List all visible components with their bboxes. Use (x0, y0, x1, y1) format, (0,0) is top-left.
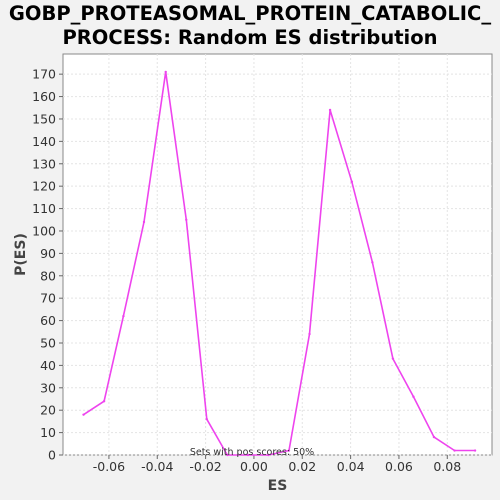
y-tick-label: 20 (40, 403, 56, 418)
y-tick: 100 (32, 223, 63, 238)
data-point (432, 435, 436, 439)
x-axis-label: ES (268, 478, 288, 494)
y-tick: 50 (40, 335, 63, 350)
x-tick: 0.06 (385, 455, 413, 474)
y-tick-label: 50 (40, 335, 56, 350)
data-point (350, 180, 354, 183)
x-tick-label: 0.08 (433, 459, 461, 474)
x-tick: 0.02 (288, 455, 316, 474)
data-point (205, 417, 209, 421)
data-point (226, 453, 229, 457)
data-point (82, 413, 85, 416)
x-tick-label: -0.04 (141, 459, 173, 474)
y-tick-label: 90 (40, 246, 56, 261)
data-point (122, 314, 125, 318)
y-tick-label: 140 (32, 134, 56, 149)
y-tick-label: 70 (40, 291, 56, 306)
y-tick: 90 (40, 246, 63, 261)
y-tick: 150 (32, 111, 63, 126)
y-tick-label: 170 (32, 67, 56, 82)
y-tick-label: 100 (32, 223, 56, 238)
data-point (287, 449, 291, 452)
data-point (371, 261, 374, 264)
y-tick: 160 (32, 89, 63, 104)
x-tick: -0.02 (189, 455, 222, 474)
data-point (473, 449, 477, 452)
plot-area (62, 53, 493, 456)
y-tick: 120 (32, 179, 63, 194)
y-tick: 80 (40, 268, 63, 283)
x-tick: 0.08 (433, 455, 461, 474)
series-line (83, 71, 476, 456)
chart-title-line-1: GOBP_PROTEASOMAL_PROTEIN_CATABOLIC_ (8, 2, 492, 25)
data-point (246, 453, 250, 457)
y-tick-label: 0 (48, 448, 56, 463)
data-point (453, 449, 456, 452)
y-tick: 20 (40, 403, 63, 418)
x-tick: -0.04 (141, 455, 173, 474)
data-point (185, 218, 188, 221)
y-tick: 60 (40, 313, 63, 328)
data-point (308, 332, 311, 336)
y-tick-label: 130 (32, 156, 56, 171)
y-tick: 0 (48, 448, 63, 463)
y-tick: 30 (40, 380, 63, 395)
y-tick: 110 (32, 201, 63, 216)
x-tick-label: 0.04 (337, 459, 365, 474)
y-axis-ticks: 0 10 20 30 40 50 60 70 80 90 100 110 120 130 140 150 160… (32, 67, 63, 463)
x-tick-label: -0.02 (189, 459, 221, 474)
y-tick: 40 (40, 358, 63, 373)
y-tick-label: 150 (32, 111, 56, 126)
chart-title-line-2: PROCESS: Random ES distribution (62, 26, 438, 49)
y-tick-label: 30 (40, 380, 56, 395)
chart-title: GOBP_PROTEASOMAL_PROTEIN_CATABOLIC_ PROC… (0, 2, 500, 50)
series-points (82, 70, 477, 457)
x-tick: -0.06 (93, 455, 125, 474)
data-point (164, 70, 167, 74)
x-tick-label: 0.00 (240, 459, 268, 474)
y-tick: 130 (32, 156, 63, 171)
x-axis-ticks: -0.06 -0.04 -0.02 0.00 0.02 0.04 0.06 0.08 (93, 455, 461, 474)
data-point (142, 220, 146, 224)
x-tick: 0.04 (337, 455, 365, 474)
data-point (391, 357, 395, 360)
y-tick: 170 (32, 67, 63, 82)
y-tick-label: 160 (32, 89, 56, 104)
y-tick-label: 120 (32, 179, 56, 194)
y-tick-label: 10 (40, 425, 56, 440)
data-point (102, 400, 106, 403)
x-tick-label: 0.02 (288, 459, 316, 474)
data-point (328, 108, 332, 112)
y-tick-label: 40 (40, 358, 56, 373)
x-tick-label: 0.06 (385, 459, 413, 474)
y-tick-label: 110 (32, 201, 56, 216)
annotation-text: Sets with pos scores: 50% (190, 447, 314, 458)
x-tick-label: -0.06 (93, 459, 125, 474)
data-point (267, 453, 270, 457)
y-tick: 10 (40, 425, 63, 440)
y-tick-label: 80 (40, 268, 56, 283)
y-axis-label: P(ES) (13, 233, 29, 276)
y-tick-label: 60 (40, 313, 56, 328)
data-point (412, 395, 415, 398)
y-tick: 70 (40, 291, 63, 306)
y-tick: 140 (32, 134, 63, 149)
